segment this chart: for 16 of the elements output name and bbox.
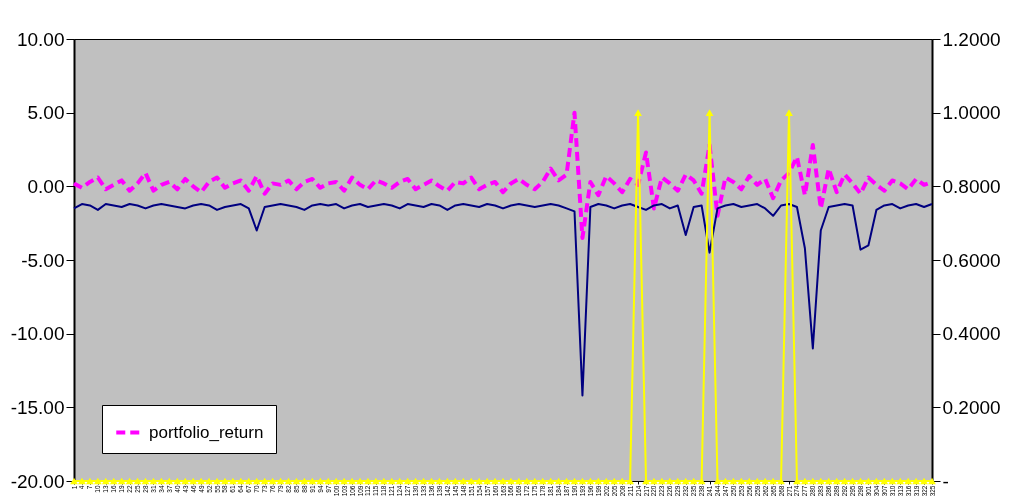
y-tick-label: 5.00: [27, 102, 65, 124]
y2-tick-label: 1.2000: [942, 28, 1001, 50]
y2-tick-label: 1.0000: [942, 102, 1001, 124]
legend-label: portfolio_return: [149, 422, 264, 442]
y2-tick-label: 0.2000: [942, 396, 1001, 418]
y-tick-label: 10.00: [16, 28, 65, 50]
y-tick-label: -10.00: [10, 323, 65, 345]
y-tick-label: -15.00: [10, 396, 65, 418]
y-tick-label: -5.00: [21, 249, 65, 271]
y-tick-label: -20.00: [10, 470, 65, 492]
y2-tick-label: -: [942, 470, 949, 492]
y2-tick-label: 0.6000: [942, 249, 1001, 271]
line-series: [73, 203, 933, 397]
y2-tick-label: 0.4000: [942, 323, 1001, 345]
y-tick-label: 0.00: [27, 175, 65, 197]
y2-tick-label: 0.8000: [942, 175, 1001, 197]
